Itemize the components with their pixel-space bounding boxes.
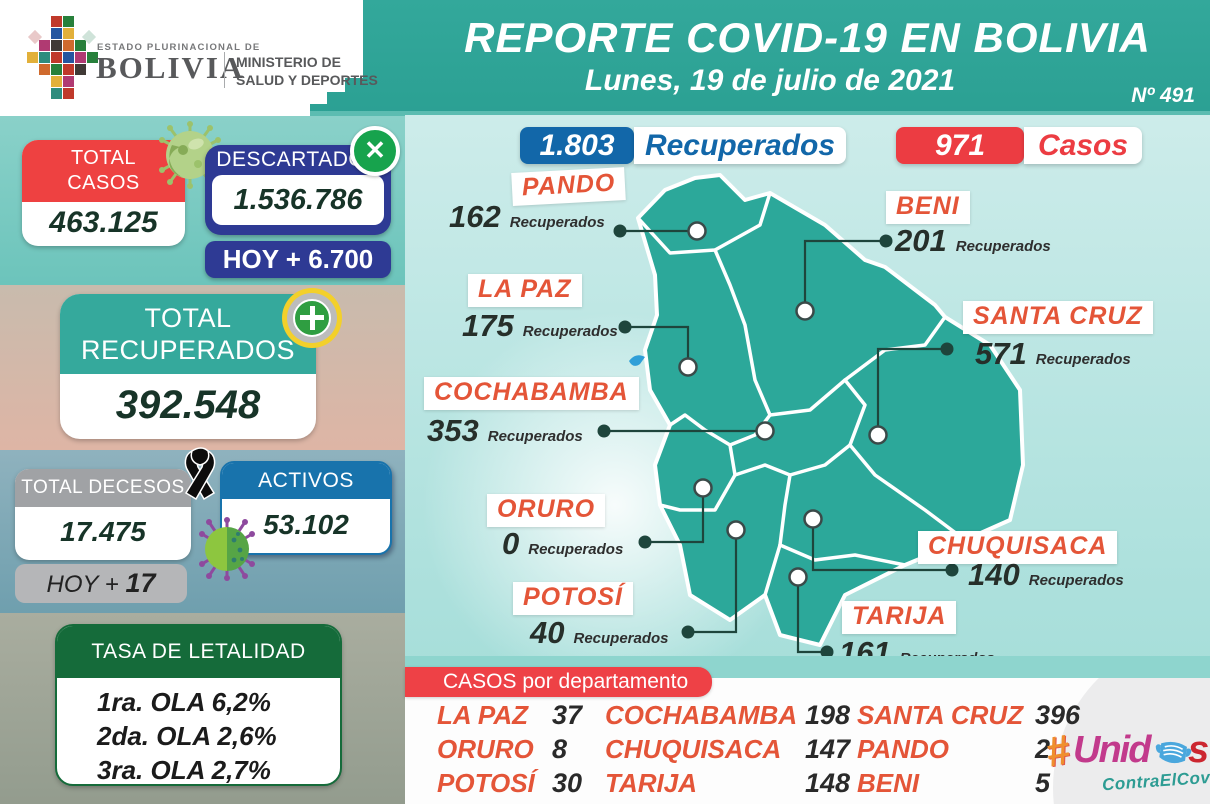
letalidad-ola-1: 1ra. OLA 6,2% xyxy=(97,687,271,717)
decesos-today-pill: HOY + 17 xyxy=(15,564,187,603)
estado-plurinacional-text: ESTADO PLURINACIONAL DE xyxy=(97,42,261,53)
report-number: Nº 491 xyxy=(1131,84,1195,107)
total-casos-card: TOTAL CASOS 463.125 xyxy=(22,140,185,246)
descartados-today-pill: HOY + 6.700 xyxy=(205,241,391,278)
map-value-oruro: 0 Recuperados xyxy=(502,526,624,561)
logo-divider xyxy=(224,52,225,88)
total-casos-label-2: CASOS xyxy=(67,172,140,194)
total-recuperados-value: 392.548 xyxy=(115,383,261,427)
case-row-pando: PANDO 2 xyxy=(857,734,1051,764)
report-date: Lunes, 19 de julio de 2021 xyxy=(584,64,956,97)
map-label-la-paz: LA PAZ xyxy=(468,274,582,307)
case-row-oruro: ORURO 8 xyxy=(437,734,568,764)
map-section: 1.803 Recuperados 971 Casos xyxy=(405,115,1210,804)
page-title: REPORTE COVID-19 EN BOLIVIA xyxy=(464,14,1151,61)
letalidad-ola-2: 2da. OLA 2,6% xyxy=(97,721,277,751)
activos-card: ACTIVOS 53.102 xyxy=(220,461,392,555)
descartados-label: DESCARTADOS xyxy=(216,148,380,171)
total-casos-header: TOTAL CASOS xyxy=(22,140,185,202)
tasa-letalidad-body: 1ra. OLA 6,2% 2da. OLA 2,6% 3ra. OLA 2,7… xyxy=(57,678,340,785)
ministerio-line2: SALUD Y DEPORTES xyxy=(236,71,378,88)
map-value-cochabamba: 353 Recuperados xyxy=(427,413,583,448)
total-recuperados-label-1: TOTAL xyxy=(144,302,232,333)
letalidad-ola-3: 3ra. OLA 2,7% xyxy=(97,755,271,785)
daily-recuperados-value-badge: 1.803 xyxy=(520,127,634,164)
map-label-tarija: TARIJA xyxy=(842,601,957,634)
virus-purple-icon xyxy=(199,517,255,581)
descartados-body: 1.536.786 xyxy=(212,175,384,225)
ministerio-text: MINISTERIO DE SALUD Y DEPORTES xyxy=(236,54,378,89)
case-row-potosi: POTOSÍ 30 xyxy=(437,768,583,798)
tasa-letalidad-card: TASA DE LETALIDAD 1ra. OLA 6,2% 2da. OLA… xyxy=(55,624,342,786)
map-label-chuquisaca: CHUQUISACA xyxy=(918,531,1118,564)
ministerio-line1: MINISTERIO DE xyxy=(236,54,342,70)
map-value-chuquisaca: 140 Recuperados xyxy=(968,557,1124,592)
cases-banner-title: CASOS por departamento xyxy=(405,667,712,697)
activos-value: 53.102 xyxy=(263,509,349,540)
face-mask-icon xyxy=(1155,741,1192,764)
lake-titicaca-icon xyxy=(629,355,645,366)
case-row-chuquisaca: CHUQUISACA 147 xyxy=(605,734,851,764)
bolivia-wordmark: BOLIVIA xyxy=(96,50,245,85)
map-label-santa-cruz: SANTA CRUZ xyxy=(963,301,1153,334)
case-row-santa-cruz: SANTA CRUZ 396 xyxy=(857,700,1081,730)
case-row-tarija: TARIJA 148 xyxy=(605,768,851,798)
connector-lines xyxy=(604,229,952,654)
total-recuperados-card: TOTAL RECUPERADOS 392.548 xyxy=(60,294,316,439)
total-decesos-label: TOTAL DECESOS xyxy=(15,469,191,507)
daily-recuperados-label-badge: Recuperados xyxy=(634,127,846,164)
total-decesos-value: 17.475 xyxy=(60,516,146,547)
header-divider-strip xyxy=(0,111,1210,117)
descartados-card: DESCARTADOS 1.536.786 xyxy=(205,145,391,235)
total-recuperados-label-2: RECUPERADOS xyxy=(80,335,296,365)
case-row-cochabamba: COCHABAMBA 198 xyxy=(605,700,851,730)
total-recuperados-header: TOTAL RECUPERADOS xyxy=(60,294,316,374)
daily-casos-value-badge: 971 xyxy=(896,127,1024,164)
activos-label: ACTIVOS xyxy=(222,463,390,499)
map-value-la-paz: 175 Recuperados xyxy=(462,308,618,343)
total-decesos-card: TOTAL DECESOS 17.475 xyxy=(15,469,191,560)
map-label-cochabamba: COCHABAMBA xyxy=(424,377,639,410)
map-label-oruro: ORURO xyxy=(487,494,606,527)
map-label-potosi: POTOSÍ xyxy=(513,582,634,615)
label-end-dots xyxy=(597,224,959,659)
mourning-ribbon-icon xyxy=(184,447,216,501)
tasa-letalidad-label: TASA DE LETALIDAD xyxy=(57,626,340,678)
bolivia-map xyxy=(597,173,1025,659)
campaign-letter-s: s xyxy=(1188,729,1210,771)
case-row-beni: BENI 5 xyxy=(857,768,1051,798)
bolivia-chakana-logo xyxy=(27,16,98,99)
plus-icon xyxy=(282,288,342,348)
decesos-today-prefix: HOY + xyxy=(46,571,126,598)
close-x-icon: ✕ xyxy=(350,126,400,176)
map-label-beni: BENI xyxy=(886,191,970,224)
map-value-potosi: 40 Recuperados xyxy=(530,615,669,650)
map-value-santa-cruz: 571 Recuperados xyxy=(975,336,1131,371)
map-value-beni: 201 Recuperados xyxy=(895,223,1051,258)
campaign-word-unid: Unid xyxy=(1073,729,1151,771)
cases-panel xyxy=(405,678,1210,804)
decesos-today-value: 17 xyxy=(125,568,156,598)
total-casos-value: 463.125 xyxy=(49,206,158,239)
case-row-la-paz: LA PAZ 37 xyxy=(437,700,583,730)
department-marker-dots xyxy=(678,221,888,587)
daily-casos-label-badge: Casos xyxy=(1024,127,1142,164)
map-value-pando: 162 Recuperados xyxy=(449,199,605,234)
total-casos-label-1: TOTAL xyxy=(70,147,137,169)
descartados-value: 1.536.786 xyxy=(233,184,363,216)
